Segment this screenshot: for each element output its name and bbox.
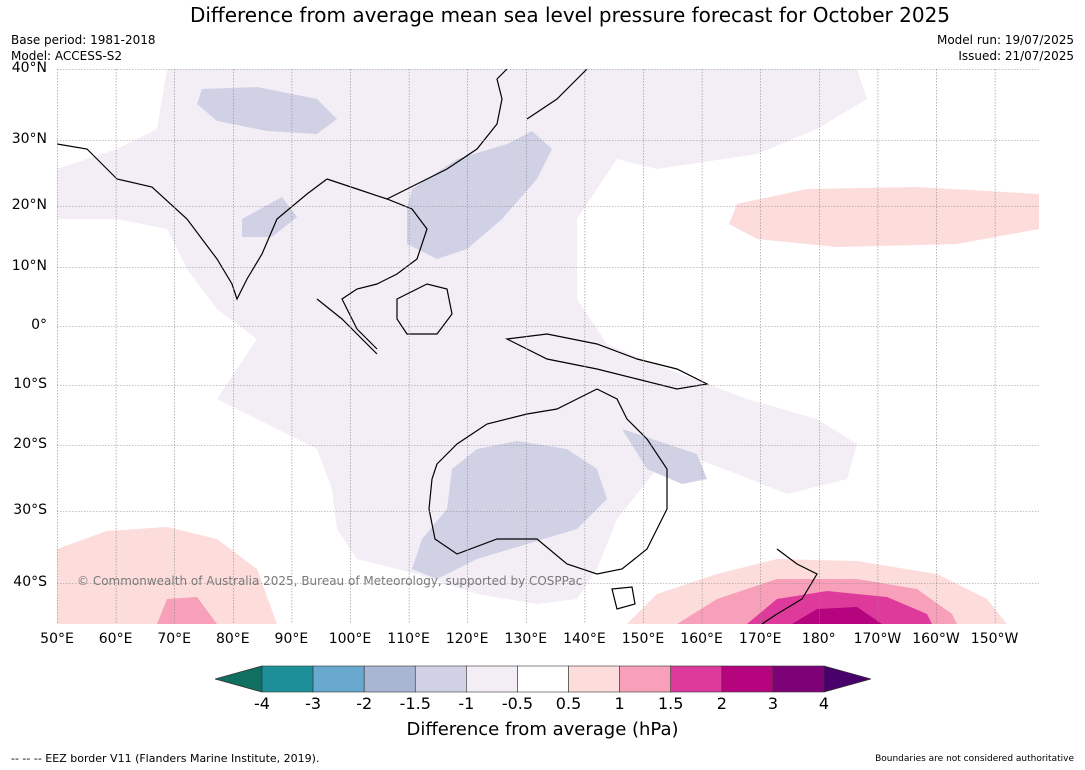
coast-borneo [396, 283, 453, 335]
latitude-label: 10°S [13, 376, 47, 392]
copyright-notice: © Commonwealth of Australia 2025, Bureau… [77, 574, 583, 588]
anomaly-region-south-indian [57, 527, 277, 624]
meta-right: Model run: 19/07/2025 Issued: 21/07/2025 [937, 32, 1074, 64]
longitude-label: 150°E [621, 631, 665, 647]
longitude-label: 180° [801, 631, 836, 647]
coast-sumatra [316, 298, 378, 355]
anomaly-region-nz-15 [747, 591, 932, 624]
model-run: Model run: 19/07/2025 [936, 33, 1074, 47]
colorbar [215, 665, 871, 693]
longitude-label: 80°E [215, 631, 250, 647]
colorbar-tick-label: -3 [305, 694, 322, 713]
colorbar-swatch [414, 665, 467, 693]
coast-japan [526, 69, 588, 120]
latitude-label: 10°N [11, 258, 47, 274]
anomaly-region-north-asia [197, 87, 337, 134]
colorbar-extend-low [215, 665, 263, 693]
eez-note: -- -- -- EEZ border V11 (Flanders Marine… [11, 752, 320, 765]
latitude-label: 40°S [13, 574, 47, 590]
anomaly-region-coral-sea [622, 429, 707, 484]
coastlines [57, 69, 818, 624]
coast-arabia-india [57, 143, 328, 301]
map-gridlines [57, 69, 1039, 624]
colorbar-swatch [363, 665, 416, 693]
colorbar-tick-label: 3 [767, 694, 778, 713]
anomaly-region-australia [412, 441, 607, 579]
longitude-label: 110°E [387, 631, 430, 647]
colorbar-swatch [772, 665, 825, 693]
latitude-label: 30°N [11, 131, 47, 147]
longitude-label: 100°E [328, 631, 372, 647]
coast-tasmania [611, 586, 636, 610]
latitude-label: 20°S [13, 436, 47, 452]
longitude-label: 130°E [504, 631, 548, 647]
colorbar-tick-label: -1.5 [399, 694, 431, 713]
model-name: Model: ACCESS-S2 [11, 49, 123, 63]
meta-left: Base period: 1981-2018 Model: ACCESS-S2 [11, 32, 156, 64]
latitude-label: 0° [31, 317, 47, 333]
coast-australia [428, 388, 668, 575]
anomaly-region-philippine-sea [407, 131, 552, 259]
pressure-anomaly-map [57, 69, 1039, 624]
longitude-label: 60°E [98, 631, 133, 647]
latitude-label: 20°N [11, 197, 47, 213]
coast-se-asia [326, 178, 428, 350]
anomaly-region-bay-of-bengal [242, 197, 297, 237]
longitude-label: 140°E [563, 631, 606, 647]
colorbar-swatch [466, 665, 518, 693]
colorbar-swatch [721, 665, 774, 693]
coast-new-guinea [504, 333, 709, 390]
anomaly-region-nz-2 [792, 607, 882, 624]
colorbar-tick-label: 4 [818, 694, 830, 713]
colorbar-swatch [670, 665, 723, 693]
longitude-label: 160°W [912, 631, 960, 647]
coast-china [386, 69, 508, 200]
colorbar-swatch [619, 665, 672, 693]
issued-date: Issued: 21/07/2025 [958, 49, 1074, 63]
longitude-label: 90°E [274, 631, 309, 647]
colorbar-tick-label: 0.5 [555, 694, 582, 713]
anomaly-region-lavender [57, 69, 867, 604]
anomaly-region-tasman-1 [157, 597, 217, 624]
colorbar-swatch [568, 665, 620, 693]
longitude-label: 50°E [40, 631, 74, 647]
anomaly-region-hawaii [729, 187, 1039, 247]
longitude-label: 120°E [445, 631, 489, 647]
colorbar-tick-label: -0.5 [501, 694, 534, 713]
longitude-label: 70°E [157, 631, 192, 647]
base-period: Base period: 1981-2018 [11, 33, 156, 47]
colorbar-extend-high [823, 665, 871, 693]
coast-new-zealand [761, 548, 818, 624]
colorbar-label: Difference from average (hPa) [406, 719, 679, 740]
latitude-label: 30°S [13, 502, 47, 518]
colorbar-tick-label: 1.5 [657, 694, 684, 713]
colorbar-swatch [261, 665, 314, 693]
boundary-disclaimer: Boundaries are not considered authoritat… [875, 754, 1074, 764]
latitude-label: 40°N [11, 60, 47, 76]
colorbar-tick-label: -1 [458, 694, 475, 713]
colorbar-tick-label: -2 [356, 694, 373, 713]
longitude-label: 170°W [853, 631, 902, 647]
colorbar-tick-label: 2 [716, 694, 727, 713]
longitude-label: 150°W [970, 631, 1019, 647]
colorbar-tick-label: -4 [254, 694, 270, 713]
colorbar-swatch [517, 665, 569, 693]
colorbar-swatch [312, 665, 365, 693]
colorbar-tick-label: 1 [614, 694, 625, 713]
map-title: Difference from average mean sea level p… [189, 3, 951, 27]
longitude-label: 170°E [738, 631, 782, 647]
longitude-label: 160°E [680, 631, 723, 647]
